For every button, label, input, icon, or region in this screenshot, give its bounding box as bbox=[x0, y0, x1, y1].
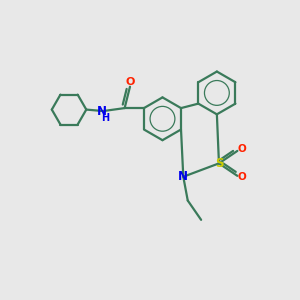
Text: N: N bbox=[97, 105, 107, 118]
Text: S: S bbox=[215, 157, 223, 170]
Text: H: H bbox=[101, 112, 109, 123]
Text: O: O bbox=[238, 144, 246, 154]
Text: O: O bbox=[238, 172, 246, 182]
Text: O: O bbox=[125, 77, 135, 87]
Text: N: N bbox=[178, 170, 188, 183]
